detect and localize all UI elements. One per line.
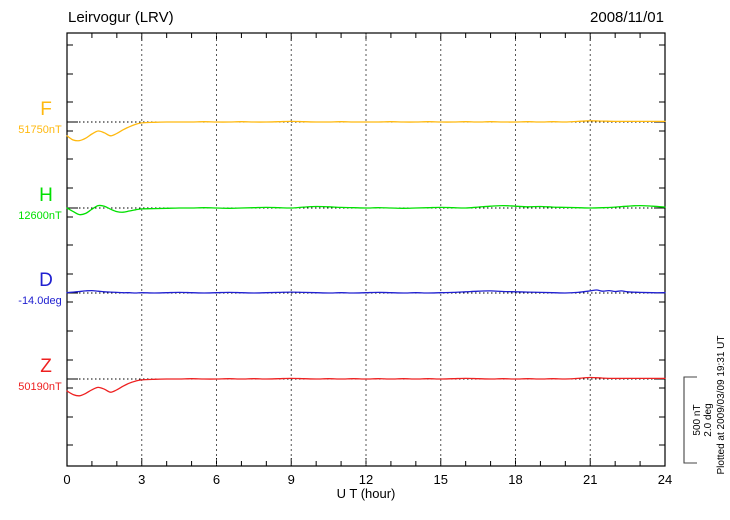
x-tick-label: 3 xyxy=(138,472,145,487)
trace-f xyxy=(66,120,666,142)
page-title: Leirvogur (LRV) xyxy=(68,9,174,26)
x-tick-label: 0 xyxy=(63,472,70,487)
x-tick-label: 21 xyxy=(583,472,597,487)
x-tick-label: 6 xyxy=(213,472,220,487)
x-tick-label: 18 xyxy=(508,472,522,487)
series-label-f: F xyxy=(40,99,52,120)
series-baseline-h: 12600nT xyxy=(18,210,62,222)
gridlines xyxy=(141,34,591,465)
scale-bar-deg-label: 2.0 deg xyxy=(703,403,714,436)
x-tick-label: 24 xyxy=(658,472,672,487)
plotted-at-label: Plotted at 2009/03/09 19:31 UT xyxy=(716,336,727,475)
x-axis-tick-labels: 0 3 6 9 12 15 18 21 24 xyxy=(63,472,672,487)
chart-date: 2008/11/01 xyxy=(590,9,664,26)
x-axis-title: U T (hour) xyxy=(337,486,396,501)
scale-bar-bracket xyxy=(683,376,697,464)
x-tick-label: 12 xyxy=(359,472,373,487)
series-baseline-d: -14.0deg xyxy=(18,295,61,307)
series-traces xyxy=(66,120,666,397)
series-label-d: D xyxy=(39,270,53,291)
series-label-z: Z xyxy=(40,356,52,377)
x-tick-label: 15 xyxy=(434,472,448,487)
series-label-h: H xyxy=(39,185,53,206)
series-baseline-z: 50190nT xyxy=(18,381,62,393)
series-legend-labels: F 51750nT H 12600nT D -14.0deg Z 50190nT xyxy=(18,99,62,393)
trace-h xyxy=(66,204,666,216)
trace-d xyxy=(66,289,666,294)
series-baseline-f: 51750nT xyxy=(18,124,62,136)
x-tick-label: 9 xyxy=(288,472,295,487)
scale-bar-nt-label: 500 nT xyxy=(692,404,703,435)
trace-z xyxy=(66,376,666,397)
